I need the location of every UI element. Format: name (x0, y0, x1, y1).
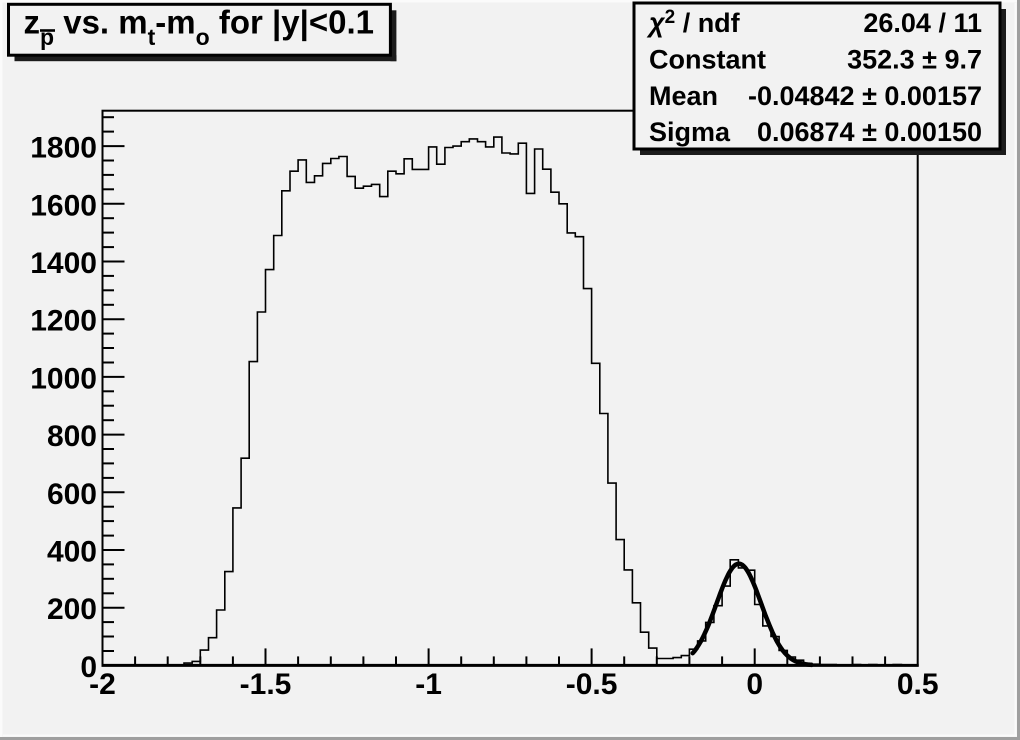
svg-text:0.06874 ± 0.00150: 0.06874 ± 0.00150 (757, 117, 982, 147)
svg-text:1000: 1000 (30, 362, 97, 395)
svg-text:-0.04842 ± 0.00157: -0.04842 ± 0.00157 (748, 81, 982, 111)
svg-text:-0.5: -0.5 (566, 668, 618, 701)
svg-text:-1.5: -1.5 (240, 668, 292, 701)
svg-text:400: 400 (47, 536, 97, 569)
svg-text:1200: 1200 (30, 305, 97, 338)
svg-text:600: 600 (47, 478, 97, 511)
svg-text:1800: 1800 (30, 132, 97, 165)
svg-text:Constant: Constant (649, 44, 766, 74)
svg-text:Sigma: Sigma (649, 117, 731, 147)
svg-text:26.04 / 11: 26.04 / 11 (863, 8, 982, 38)
svg-text:352.3 ± 9.7: 352.3 ± 9.7 (847, 44, 982, 74)
svg-text:χ2 / ndf: χ2 / ndf (646, 7, 741, 38)
svg-text:-2: -2 (89, 668, 116, 701)
svg-text:-1: -1 (415, 668, 442, 701)
svg-text:200: 200 (47, 593, 97, 626)
svg-text:1400: 1400 (30, 247, 97, 280)
svg-text:0: 0 (746, 668, 763, 701)
svg-text:0.5: 0.5 (897, 668, 939, 701)
svg-text:0: 0 (80, 651, 97, 684)
svg-text:Mean: Mean (649, 81, 718, 111)
svg-text:800: 800 (47, 420, 97, 453)
svg-text:1600: 1600 (30, 189, 97, 222)
